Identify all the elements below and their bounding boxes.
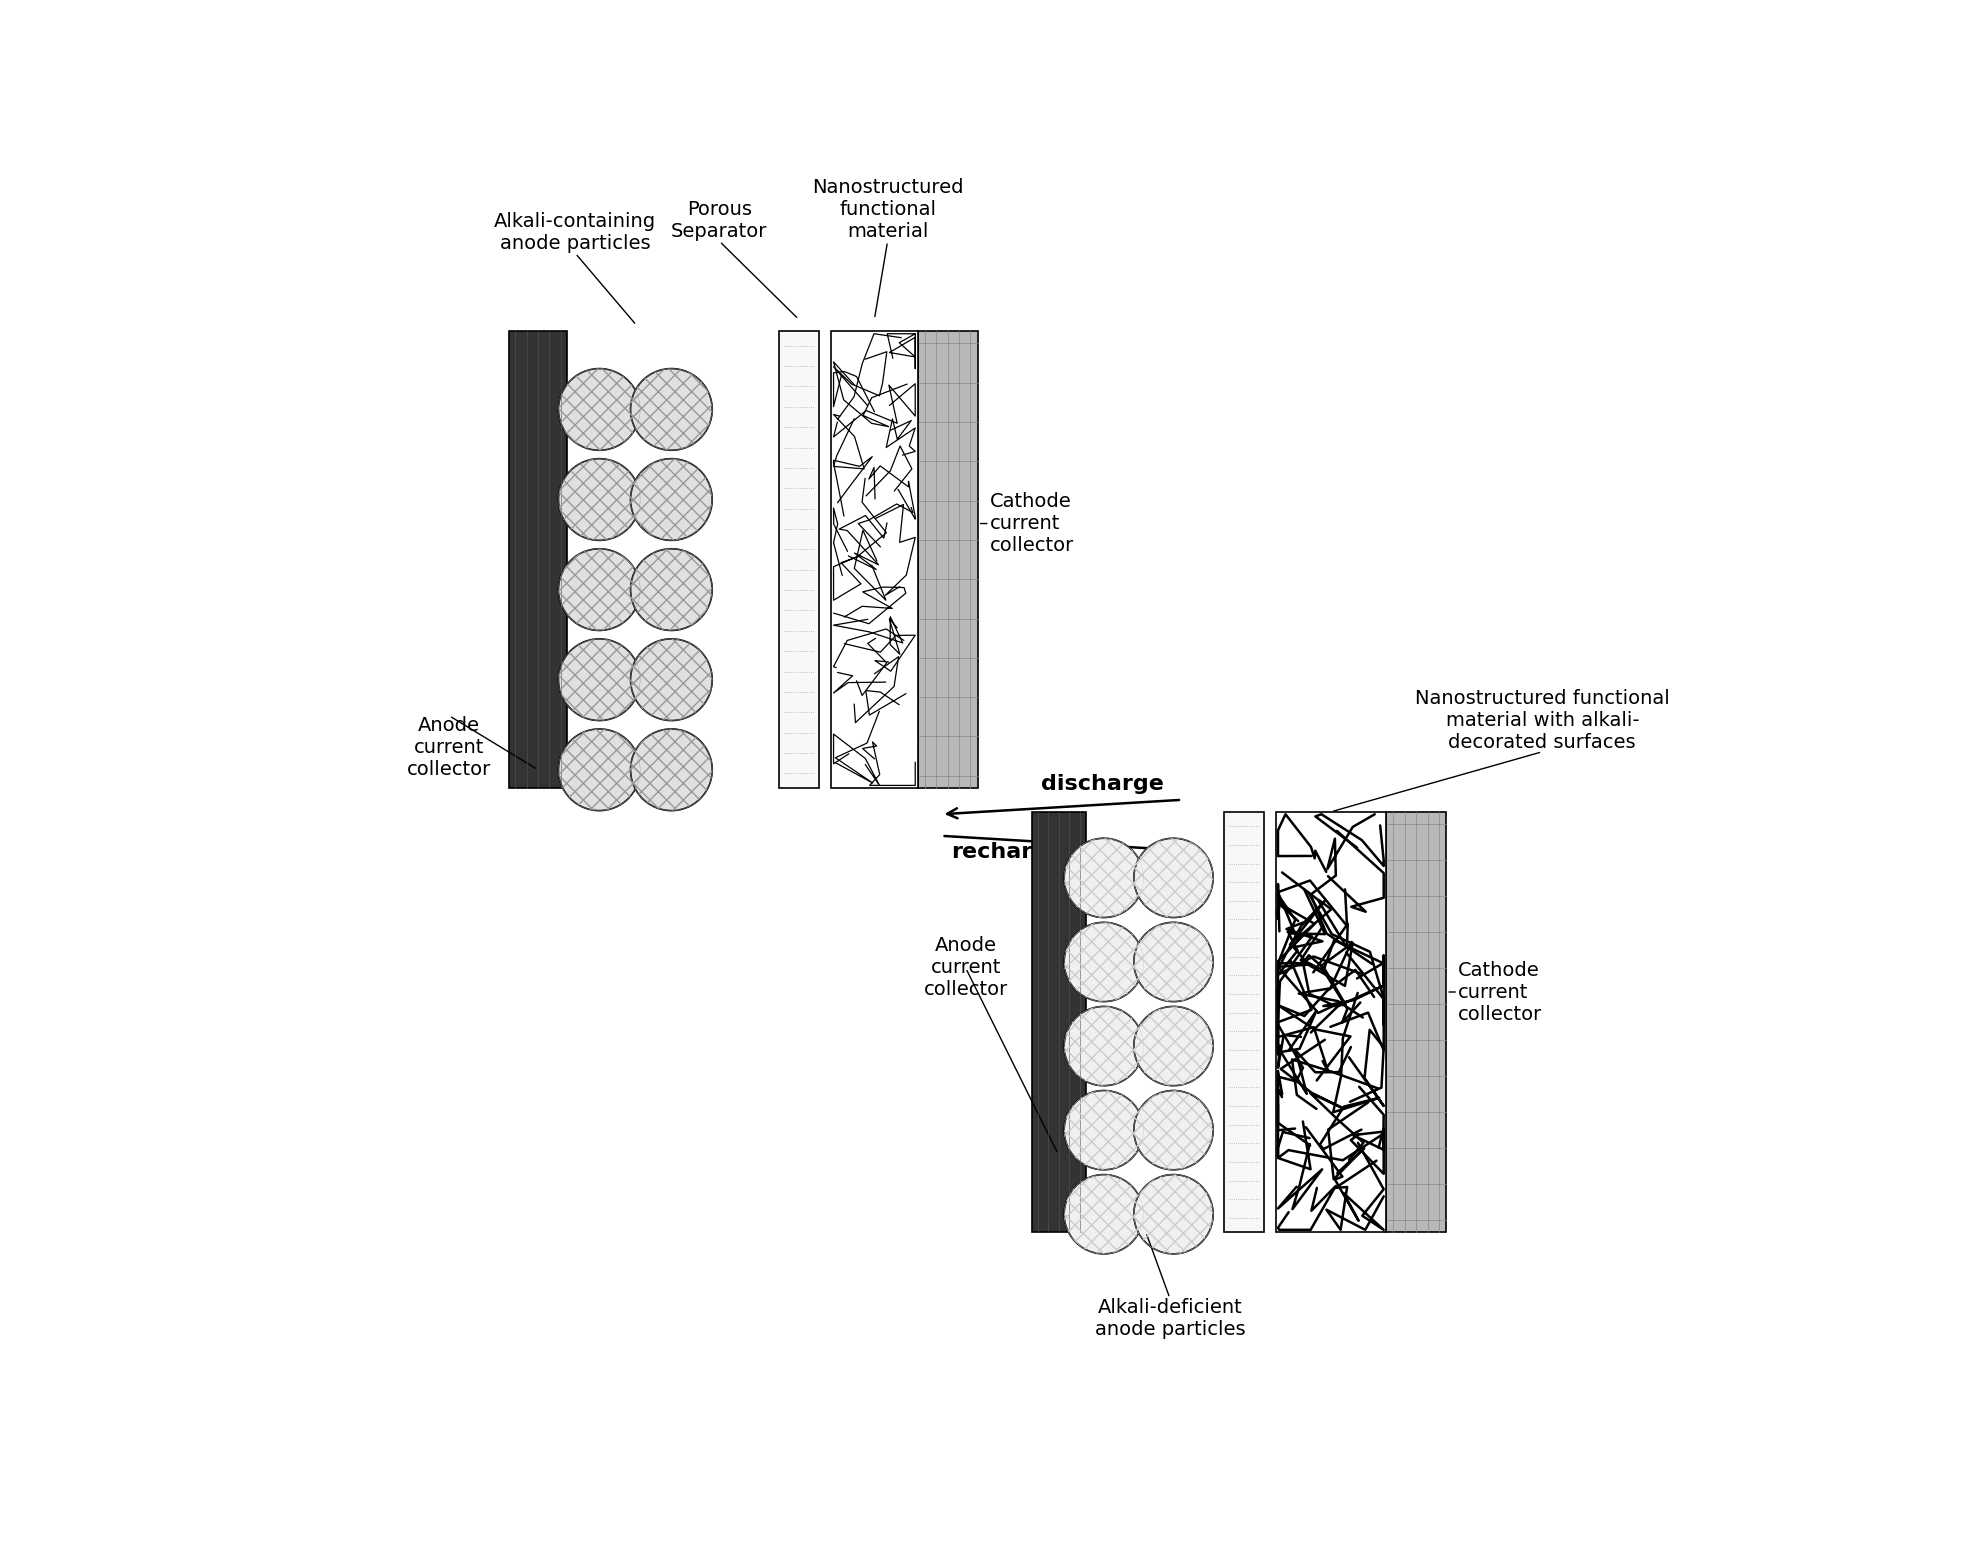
Circle shape — [1064, 1006, 1143, 1086]
Circle shape — [631, 640, 712, 721]
Bar — [508, 331, 568, 788]
Text: Cathode
current
collector: Cathode current collector — [1458, 961, 1543, 1023]
Text: Alkali-deficient
anode particles: Alkali-deficient anode particles — [1094, 1298, 1246, 1340]
Circle shape — [1133, 838, 1213, 917]
Circle shape — [1133, 1090, 1213, 1170]
Circle shape — [631, 459, 712, 540]
Text: Anode
current
collector: Anode current collector — [924, 936, 1009, 1000]
Text: Cathode
current
collector: Cathode current collector — [989, 491, 1074, 555]
Circle shape — [558, 368, 641, 451]
Text: Nanostructured functional
material with alkali-
decorated surfaces: Nanostructured functional material with … — [1414, 690, 1669, 752]
Circle shape — [1064, 1090, 1143, 1170]
Bar — [1276, 811, 1387, 1232]
Text: recharge: recharge — [951, 842, 1064, 861]
Circle shape — [1064, 922, 1143, 1002]
Circle shape — [558, 459, 641, 540]
Text: Alkali-containing
anode particles: Alkali-containing anode particles — [494, 212, 657, 253]
Circle shape — [631, 368, 712, 451]
Circle shape — [1133, 922, 1213, 1002]
Text: discharge: discharge — [1040, 774, 1163, 794]
Circle shape — [631, 549, 712, 630]
Circle shape — [558, 729, 641, 811]
Text: Anode
current
collector: Anode current collector — [407, 716, 491, 778]
Circle shape — [1064, 838, 1143, 917]
Circle shape — [631, 729, 712, 811]
Bar — [1387, 811, 1446, 1232]
Circle shape — [1133, 1006, 1213, 1086]
Bar — [1033, 811, 1086, 1232]
Circle shape — [1133, 1175, 1213, 1254]
Bar — [831, 331, 918, 788]
Circle shape — [1064, 1175, 1143, 1254]
Text: Nanostructured
functional
material: Nanostructured functional material — [811, 178, 963, 242]
Circle shape — [558, 549, 641, 630]
Bar — [918, 331, 977, 788]
Text: Porous
Separator: Porous Separator — [671, 200, 767, 242]
Bar — [779, 331, 819, 788]
Bar — [1224, 811, 1264, 1232]
Circle shape — [558, 640, 641, 721]
